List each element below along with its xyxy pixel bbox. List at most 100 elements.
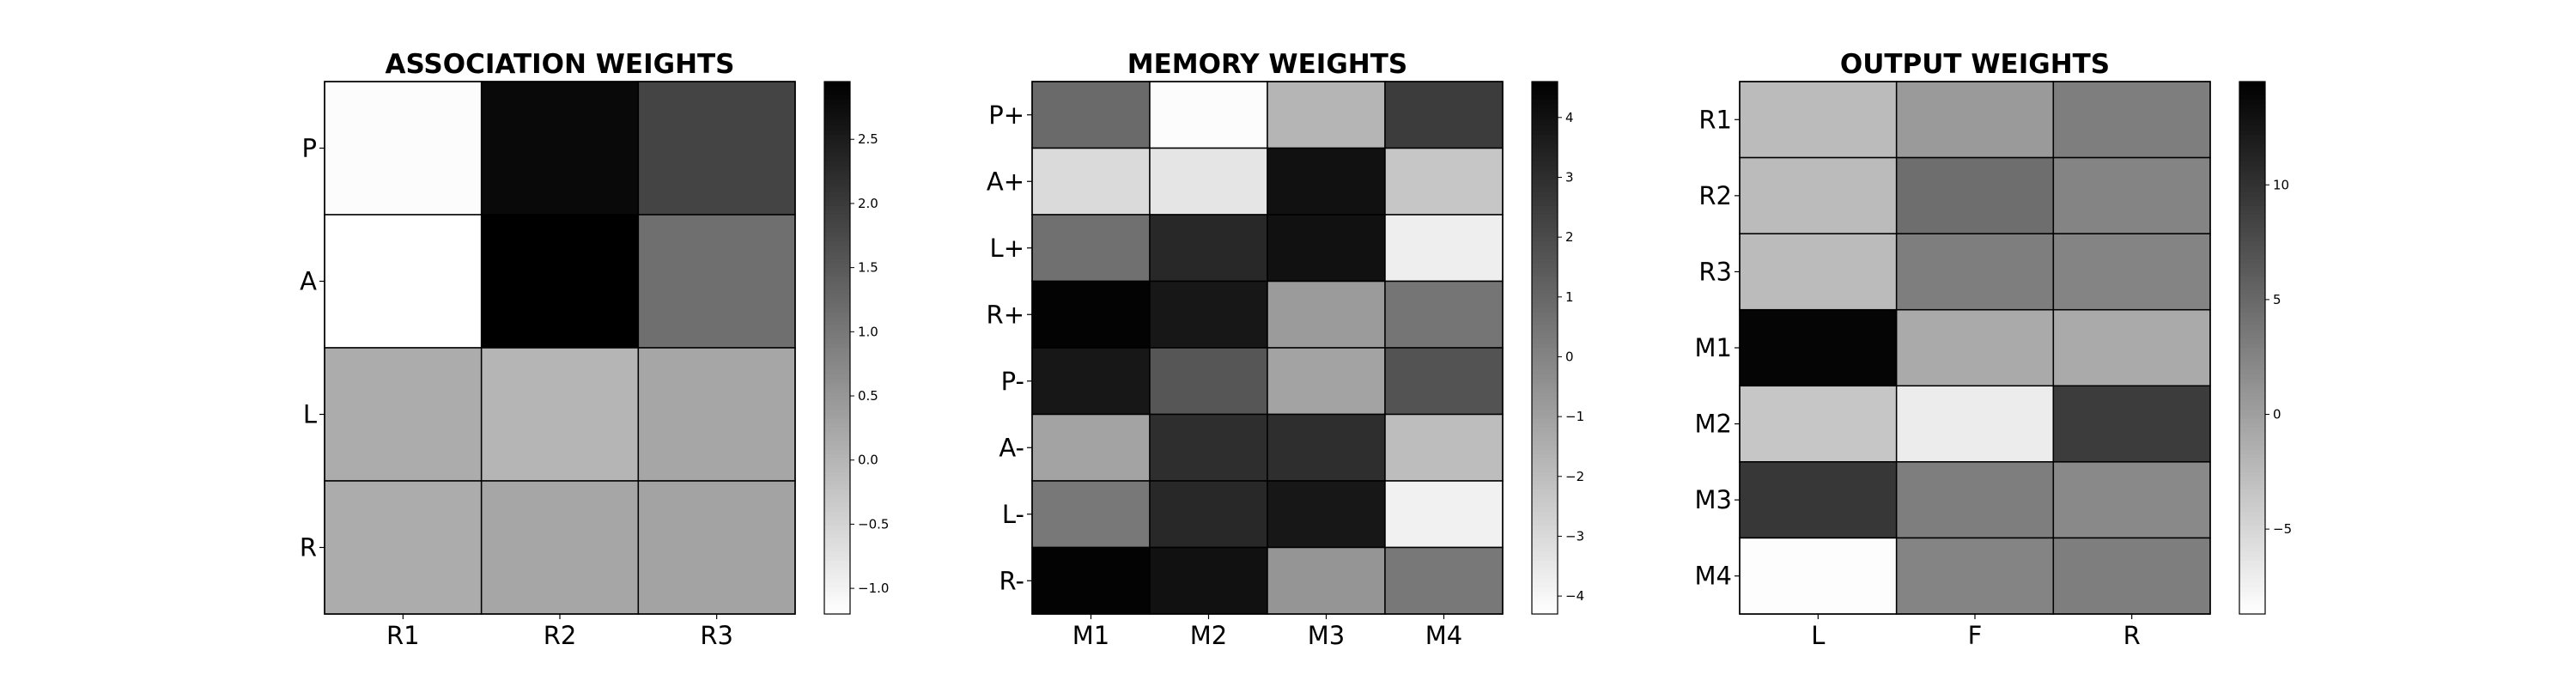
- memory-cell: [1267, 214, 1386, 283]
- association-colorbar-strip: [824, 250, 850, 256]
- association-colorbar-strip: [824, 445, 850, 451]
- output-cell: [2052, 233, 2211, 311]
- association-colorbar-strip: [824, 210, 850, 216]
- output-colorbar-strip: [2239, 289, 2265, 295]
- association-colorbar-strip: [824, 432, 850, 437]
- output-row-label: M1: [1695, 333, 1732, 362]
- output-colorbar-strip: [2239, 414, 2265, 420]
- output-colorbar-strip: [2239, 551, 2265, 557]
- output-colorbar-strip: [2239, 246, 2265, 251]
- memory-colorbar-strip: [1532, 223, 1558, 229]
- association-colorbar-strip: [824, 520, 850, 526]
- association-title: ASSOCIATION WEIGHTS: [385, 49, 734, 80]
- association-colorbar-strip: [824, 467, 850, 473]
- output-row-label: M2: [1695, 410, 1732, 439]
- output-colorbar-strip: [2239, 449, 2265, 455]
- memory-colorbar-strip: [1532, 489, 1558, 495]
- memory-colorbar-strip: [1532, 152, 1558, 158]
- output-colorbar-strip: [2239, 192, 2265, 198]
- output-row-label: R3: [1698, 257, 1732, 286]
- memory-colorbar-strip: [1532, 263, 1558, 269]
- memory-colorbar-strip: [1532, 352, 1558, 357]
- memory-col-label: M1: [1072, 621, 1109, 650]
- memory-colorbar-strip: [1532, 508, 1558, 513]
- memory-colorbar-strip: [1532, 334, 1558, 340]
- association-colorbar-strip: [824, 423, 850, 429]
- association-colorbar-strip: [824, 295, 850, 300]
- output-colorbar-strip: [2239, 436, 2265, 442]
- memory-colorbar-strip: [1532, 82, 1558, 87]
- output-colorbar-strip: [2239, 299, 2265, 304]
- association-heatmap: ASSOCIATION WEIGHTS P A L R R1 R2 R3 −1.0 −0.5 0.0…: [300, 49, 890, 650]
- memory-colorbar-strip: [1532, 201, 1558, 207]
- memory-cell: [1267, 147, 1386, 216]
- association-colorbar-strip: [824, 219, 850, 224]
- memory-colorbar-strip: [1532, 215, 1558, 220]
- memory-colorbar-strip: [1532, 183, 1558, 189]
- association-colorbar-strip: [824, 121, 850, 127]
- association-colorbar-strip: [824, 502, 850, 508]
- output-colorbar-strip: [2239, 596, 2265, 602]
- association-colorbar-strip: [824, 143, 850, 149]
- memory-cell: [1149, 546, 1268, 615]
- association-colorbar-strip: [824, 343, 850, 349]
- output-colorbar-strip: [2239, 463, 2265, 469]
- association-colorbar-strip: [824, 307, 850, 313]
- output-colorbar-strip: [2239, 303, 2265, 309]
- association-colorbar-strip: [824, 263, 850, 269]
- association-colorbar-strip: [824, 600, 850, 606]
- association-colorbar-tick-label: 2.0: [858, 196, 878, 211]
- memory-colorbar-strip: [1532, 268, 1558, 273]
- memory-cell: [1267, 347, 1386, 416]
- memory-colorbar-strip: [1532, 582, 1558, 588]
- memory-cell: [1031, 480, 1151, 549]
- memory-colorbar-strip: [1532, 121, 1558, 127]
- output-colorbar-strip: [2239, 387, 2265, 393]
- memory-cell: [1031, 81, 1151, 149]
- memory-row-label: L-: [1002, 500, 1024, 529]
- output-colorbar-strip: [2239, 481, 2265, 486]
- association-colorbar-tick-label: −0.5: [858, 516, 889, 532]
- output-colorbar-strip: [2239, 316, 2265, 322]
- output-colorbar-tick-label: 0: [2273, 407, 2281, 423]
- association-colorbar-strip: [824, 201, 850, 207]
- output-colorbar-strip: [2239, 277, 2265, 283]
- memory-colorbar: −4 −3 −2 −1 0 1 2 3 4: [1531, 81, 1584, 615]
- memory-colorbar-strip: [1532, 449, 1558, 455]
- association-colorbar-strip: [824, 609, 850, 615]
- association-colorbar-strip: [824, 405, 850, 410]
- output-colorbar-strip: [2239, 197, 2265, 203]
- association-colorbar-strip: [824, 268, 850, 273]
- output-cell: [1895, 385, 2055, 463]
- output-colorbar-strip: [2239, 139, 2265, 144]
- memory-colorbar-strip: [1532, 428, 1558, 433]
- association-colorbar-strip: [824, 534, 850, 539]
- association-colorbar-strip: [824, 578, 850, 584]
- association-colorbar-strip: [824, 574, 850, 580]
- memory-heatmap: MEMORY WEIGHTS P+ A+ L+ R+ P- A- L- R- M1 M2 M3 M4 −4…: [987, 49, 1585, 650]
- association-colorbar-strip: [824, 356, 850, 362]
- memory-colorbar-frame: [1531, 81, 1558, 615]
- memory-col-label: M4: [1425, 621, 1462, 650]
- output-colorbar-strip: [2239, 609, 2265, 615]
- association-colorbar-strip: [824, 321, 850, 326]
- memory-cell: [1384, 81, 1504, 149]
- association-colorbar-strip: [824, 108, 850, 113]
- association-colorbar-strip: [824, 476, 850, 482]
- memory-colorbar-strip: [1532, 441, 1558, 447]
- output-col-label: L: [1811, 621, 1825, 650]
- association-colorbar-tick-label: 1.0: [858, 324, 878, 339]
- output-colorbar-strip: [2239, 605, 2265, 611]
- output-colorbar-strip: [2239, 103, 2265, 109]
- output-colorbar-strip: [2239, 166, 2265, 171]
- output-cell: [2052, 308, 2211, 387]
- output-colorbar-strip: [2239, 441, 2265, 447]
- memory-col-label: M2: [1190, 621, 1227, 650]
- output-colorbar-strip: [2239, 161, 2265, 167]
- output-colorbar-strip: [2239, 228, 2265, 234]
- output-colorbar-strip: [2239, 547, 2265, 553]
- memory-colorbar-strip: [1532, 103, 1558, 109]
- memory-colorbar-strip: [1532, 498, 1558, 504]
- output-colorbar-strip: [2239, 392, 2265, 398]
- memory-cell: [1031, 413, 1151, 482]
